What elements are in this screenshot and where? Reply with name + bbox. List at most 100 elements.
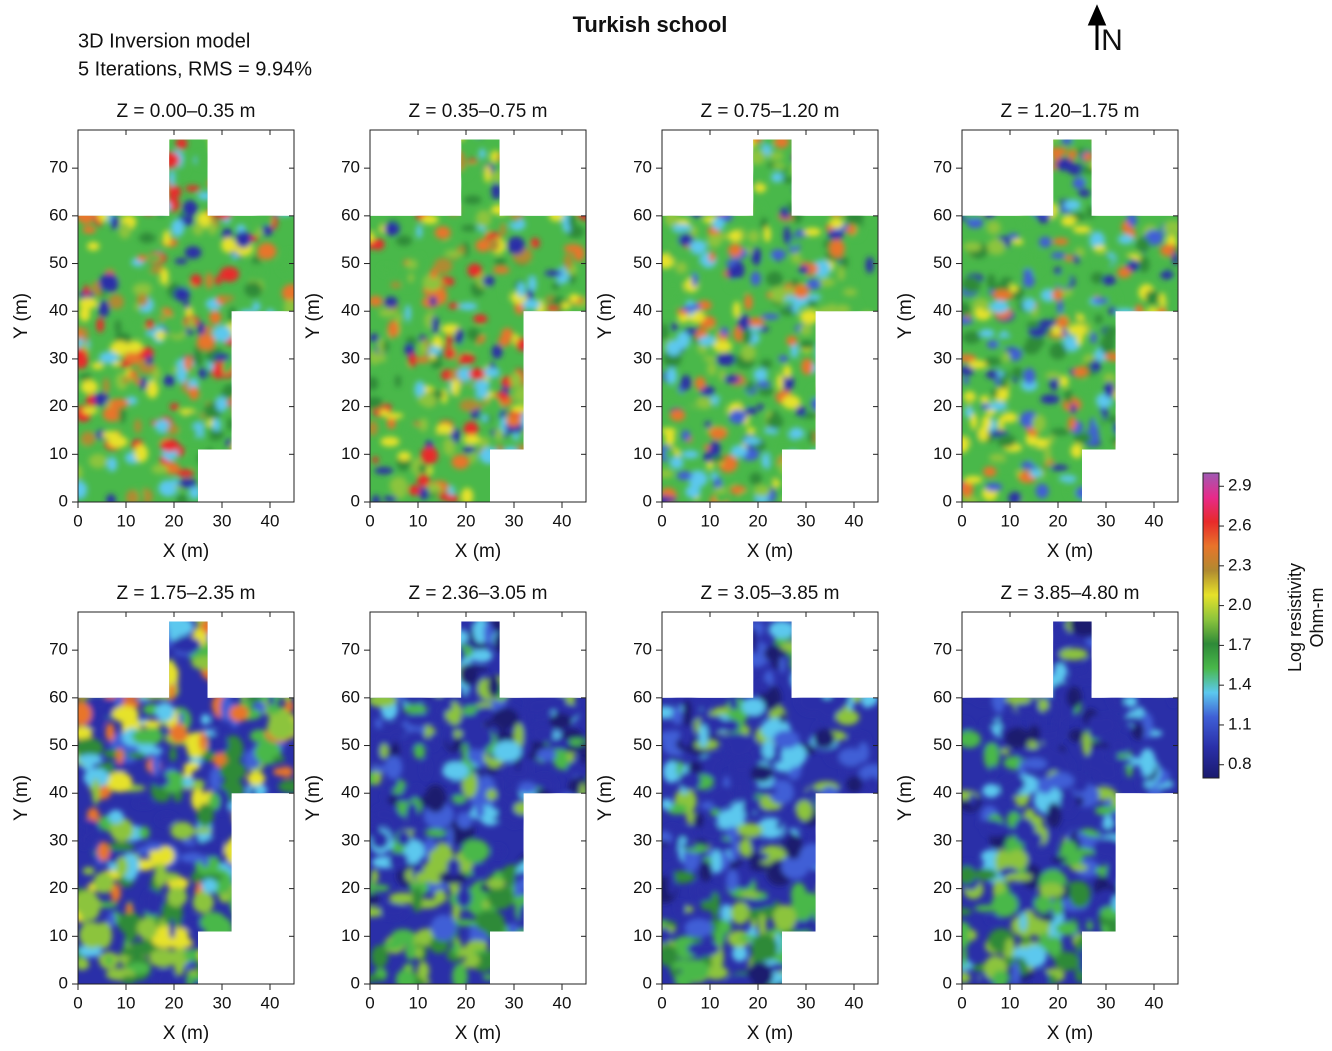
y-tick-label: 40 (341, 783, 360, 802)
y-tick-label: 30 (633, 348, 652, 367)
texture-blob (1124, 854, 1136, 881)
texture-blob (239, 155, 249, 161)
texture-blob (248, 969, 273, 996)
texture-blob (528, 340, 546, 350)
texture-blob (259, 365, 269, 380)
texture-blob (237, 322, 249, 337)
texture-blob (223, 489, 239, 502)
texture-blob (1059, 475, 1077, 482)
texture-blob (1127, 435, 1133, 451)
texture-blob (115, 694, 124, 707)
texture-blob (1061, 136, 1072, 145)
texture-blob (1120, 386, 1130, 400)
texture-blob (748, 149, 766, 165)
texture-blob (970, 413, 977, 429)
x-axis-label: X (m) (163, 541, 209, 562)
texture-blob (536, 928, 553, 935)
texture-blob (994, 683, 1009, 699)
texture-blob (507, 192, 515, 204)
texture-blob (861, 188, 876, 202)
texture-blob (537, 748, 557, 761)
texture-blob (282, 336, 292, 345)
texture-blob (1120, 717, 1144, 725)
texture-blob (192, 656, 220, 670)
texture-blob (532, 799, 546, 808)
texture-blob (969, 141, 985, 148)
texture-blob (1097, 628, 1106, 651)
texture-blob (975, 677, 984, 701)
texture-blob (533, 398, 553, 409)
texture-blob (740, 391, 750, 409)
texture-blob (550, 902, 574, 912)
texture-blob (1146, 669, 1174, 691)
texture-blob (727, 281, 739, 290)
texture-blob (852, 678, 863, 703)
texture-blob (548, 193, 564, 204)
texture-blob (437, 641, 447, 649)
colorbar-tick-label: 0.8 (1228, 754, 1252, 773)
texture-blob (1095, 493, 1112, 506)
texture-blob (557, 153, 571, 169)
texture-blob (163, 230, 171, 246)
texture-blob (255, 456, 266, 470)
texture-blob (432, 677, 445, 697)
texture-blob (773, 905, 797, 931)
texture-blob (361, 674, 381, 682)
x-axis-label: X (m) (163, 1023, 209, 1044)
texture-blob (195, 153, 207, 168)
texture-blob (837, 900, 853, 914)
texture-blob (767, 414, 784, 428)
x-tick-label: 20 (749, 993, 768, 1012)
texture-blob (412, 626, 425, 651)
texture-blob (1023, 368, 1035, 384)
texture-blob (81, 154, 87, 167)
texture-blob (1108, 922, 1135, 940)
texture-blob (1098, 140, 1105, 148)
texture-blob (983, 171, 990, 187)
texture-blob (397, 831, 411, 845)
texture-blob (825, 913, 846, 919)
texture-blob (808, 430, 815, 443)
texture-blob (504, 190, 517, 197)
texture-blob (548, 629, 559, 654)
texture-blob (268, 166, 274, 183)
texture-blob (1075, 247, 1085, 257)
texture-blob (506, 645, 533, 659)
texture-blob (550, 639, 572, 652)
x-axis-label: X (m) (1047, 541, 1093, 562)
texture-blob (966, 201, 976, 212)
texture-blob (751, 271, 761, 286)
texture-blob (979, 645, 1005, 665)
texture-blob (241, 336, 252, 352)
texture-blob (189, 386, 199, 400)
texture-blob (1103, 162, 1113, 175)
texture-blob (860, 397, 871, 410)
texture-blob (828, 825, 839, 847)
texture-blob (857, 913, 886, 937)
texture-blob (558, 199, 566, 206)
texture-blob (1160, 271, 1173, 280)
texture-blob (242, 930, 251, 949)
texture-blob (1064, 390, 1073, 404)
y-axis-label: Y (m) (895, 293, 916, 339)
texture-blob (222, 192, 237, 198)
texture-blob (754, 485, 771, 496)
texture-blob (150, 169, 159, 176)
texture-blob (1084, 657, 1095, 673)
texture-blob (1170, 383, 1185, 401)
colorbar-tick-label: 2.3 (1228, 555, 1252, 574)
texture-blob (1157, 808, 1165, 814)
texture-blob (1119, 418, 1133, 424)
texture-blob (488, 237, 499, 252)
texture-blob (819, 187, 834, 195)
texture-blob (976, 198, 986, 204)
texture-blob (957, 181, 972, 196)
texture-blob (541, 975, 547, 990)
texture-blob (527, 161, 538, 179)
texture-blob (953, 630, 982, 638)
texture-blob (475, 388, 488, 398)
texture-blob (263, 473, 281, 491)
texture-blob (738, 315, 750, 331)
texture-blob (1073, 177, 1086, 189)
texture-blob (201, 879, 217, 893)
